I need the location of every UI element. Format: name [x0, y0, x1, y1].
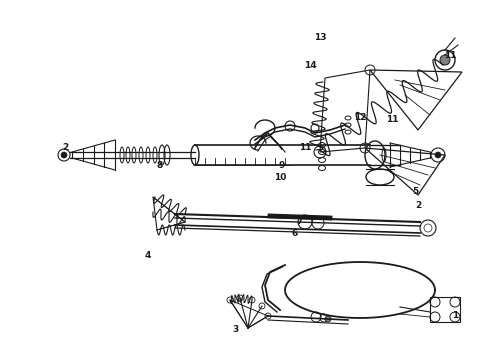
Text: 6: 6: [292, 230, 298, 238]
Text: 9: 9: [279, 161, 285, 170]
Text: 4: 4: [145, 251, 151, 260]
Text: 5: 5: [412, 188, 418, 197]
Text: 2: 2: [62, 144, 68, 153]
Circle shape: [61, 152, 67, 158]
Text: 10: 10: [274, 174, 286, 183]
Text: 8: 8: [157, 161, 163, 170]
Text: 7: 7: [297, 217, 303, 226]
Circle shape: [325, 316, 331, 322]
Circle shape: [435, 152, 441, 158]
Text: 11: 11: [444, 50, 456, 59]
Text: 2: 2: [415, 201, 421, 210]
Text: 3: 3: [232, 325, 238, 334]
Text: 13: 13: [314, 33, 326, 42]
Text: 1: 1: [452, 310, 458, 320]
Text: 11: 11: [299, 144, 311, 153]
Text: 12: 12: [354, 113, 366, 122]
Circle shape: [440, 55, 450, 65]
Text: 11: 11: [386, 116, 398, 125]
Text: 14: 14: [304, 60, 317, 69]
